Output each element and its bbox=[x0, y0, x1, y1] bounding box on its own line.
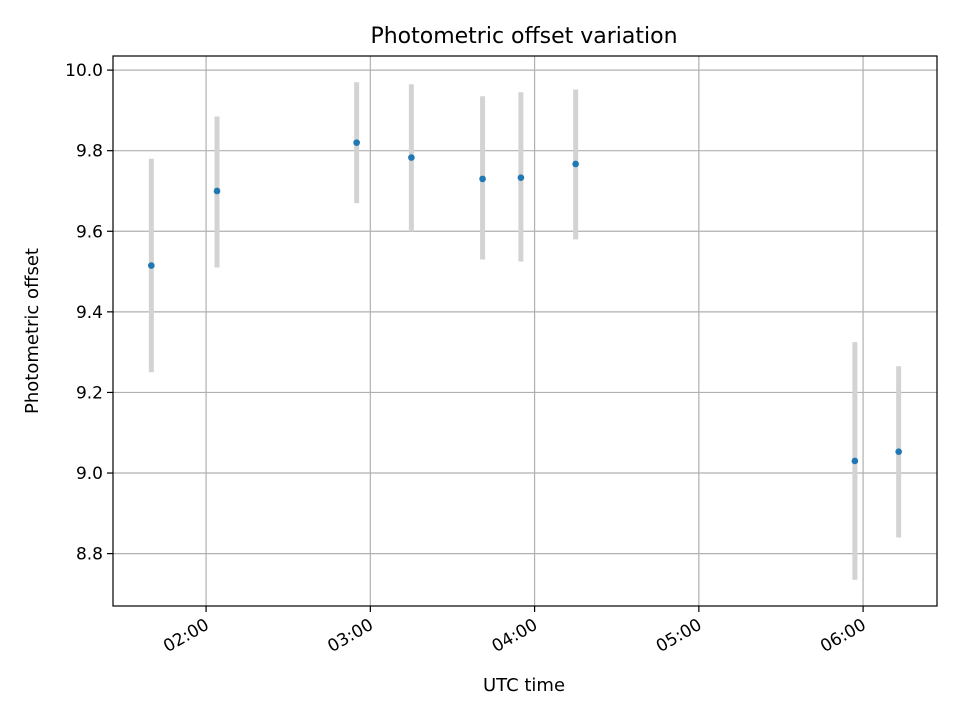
data-point bbox=[572, 160, 579, 168]
y-axis-ticks: 8.8 9.0 9.2 9.4 9.6 9.8 10.0 bbox=[65, 61, 113, 565]
data-point bbox=[479, 175, 486, 183]
chart-title: Photometric offset variation bbox=[370, 24, 677, 49]
data-point bbox=[353, 139, 360, 146]
y-tick-label: 9.2 bbox=[76, 383, 103, 403]
plot-frame bbox=[112, 55, 938, 607]
y-tick-label: 9.6 bbox=[76, 222, 103, 242]
data-point bbox=[148, 262, 155, 269]
data-point bbox=[517, 174, 525, 181]
y-tick-label: 8.8 bbox=[76, 545, 103, 565]
x-axis-label: UTC time bbox=[483, 675, 565, 696]
data-point bbox=[851, 457, 859, 465]
data-points bbox=[148, 139, 902, 465]
data-point bbox=[213, 187, 221, 195]
y-tick-label: 9.4 bbox=[76, 303, 103, 323]
y-tick-label: 9.0 bbox=[76, 464, 103, 484]
grid-lines bbox=[113, 56, 937, 606]
y-axis-label: Photometric offset bbox=[22, 248, 43, 414]
data-point bbox=[408, 154, 415, 161]
y-tick-label: 9.8 bbox=[76, 142, 103, 162]
y-tick-label: 10.0 bbox=[65, 61, 103, 81]
data-point bbox=[895, 448, 902, 455]
